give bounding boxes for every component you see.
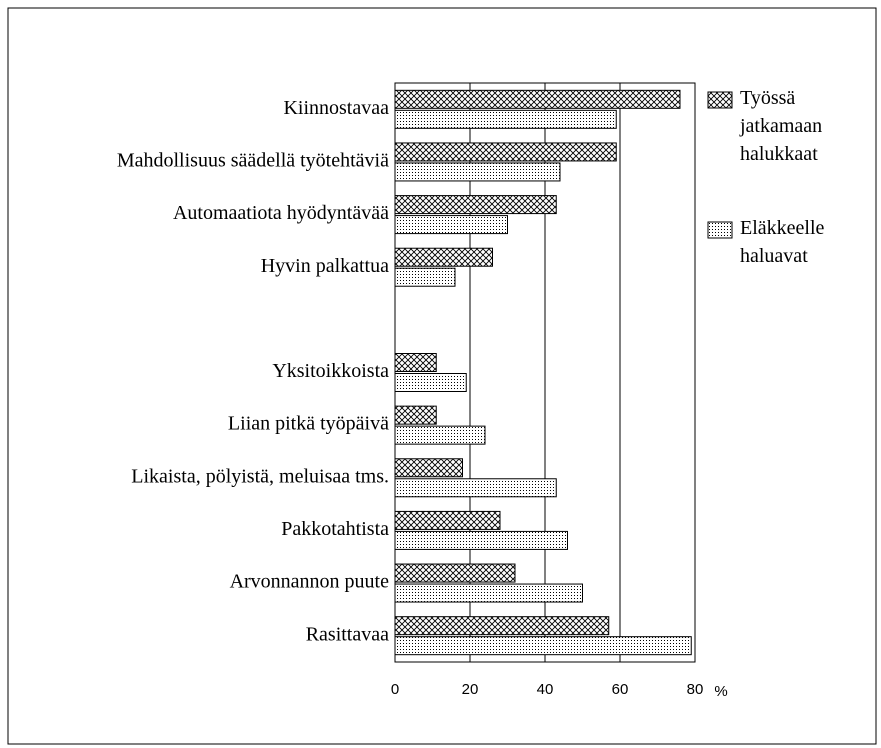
legend-swatch — [707, 221, 733, 239]
bar — [394, 89, 681, 109]
y-tick-label: Yksitoikkoista — [272, 360, 389, 382]
bar — [394, 425, 486, 445]
bar — [394, 563, 516, 583]
y-tick-label: Likaista, pölyistä, meluisaa tms. — [131, 465, 389, 487]
bar — [394, 195, 557, 215]
y-tick-label: Rasittavaa — [306, 623, 389, 645]
bar — [394, 530, 568, 550]
bar — [394, 109, 617, 129]
bar — [394, 353, 437, 372]
bar — [394, 142, 617, 162]
bar — [394, 373, 467, 392]
x-tick-label: 80 — [687, 681, 704, 698]
legend-swatch — [707, 91, 733, 109]
bar — [394, 616, 610, 636]
y-tick-label: Hyvin palkattua — [261, 255, 389, 277]
x-tick-label: 20 — [462, 681, 479, 698]
bar — [394, 636, 692, 656]
x-tick-label: 40 — [537, 681, 554, 698]
legend-label: Työssä jatkamaan halukkaat — [740, 87, 823, 165]
y-tick-label: Pakkotahtista — [281, 518, 389, 540]
bar — [394, 458, 463, 478]
y-tick-label: Automaatiota hyödyntävää — [173, 202, 389, 224]
x-tick-label: 0 — [391, 681, 399, 698]
bar — [394, 583, 583, 603]
bar — [394, 162, 561, 182]
bar — [394, 247, 493, 267]
x-tick-label: 60 — [612, 681, 629, 698]
bar — [394, 215, 508, 235]
bar — [394, 478, 557, 498]
bar — [394, 267, 456, 287]
x-axis-label: % — [714, 683, 727, 700]
bar — [394, 510, 501, 530]
y-tick-label: Liian pitkä työpäivä — [228, 413, 389, 435]
y-tick-label: Kiinnostavaa — [283, 97, 389, 119]
plot-frame — [394, 82, 696, 663]
bar — [394, 405, 437, 425]
legend-label: Eläkkeelle haluavat — [740, 217, 825, 267]
y-tick-label: Arvonnannon puute — [230, 571, 390, 593]
frame — [7, 7, 877, 745]
y-tick-label: Mahdollisuus säädellä työtehtäviä — [117, 150, 389, 172]
